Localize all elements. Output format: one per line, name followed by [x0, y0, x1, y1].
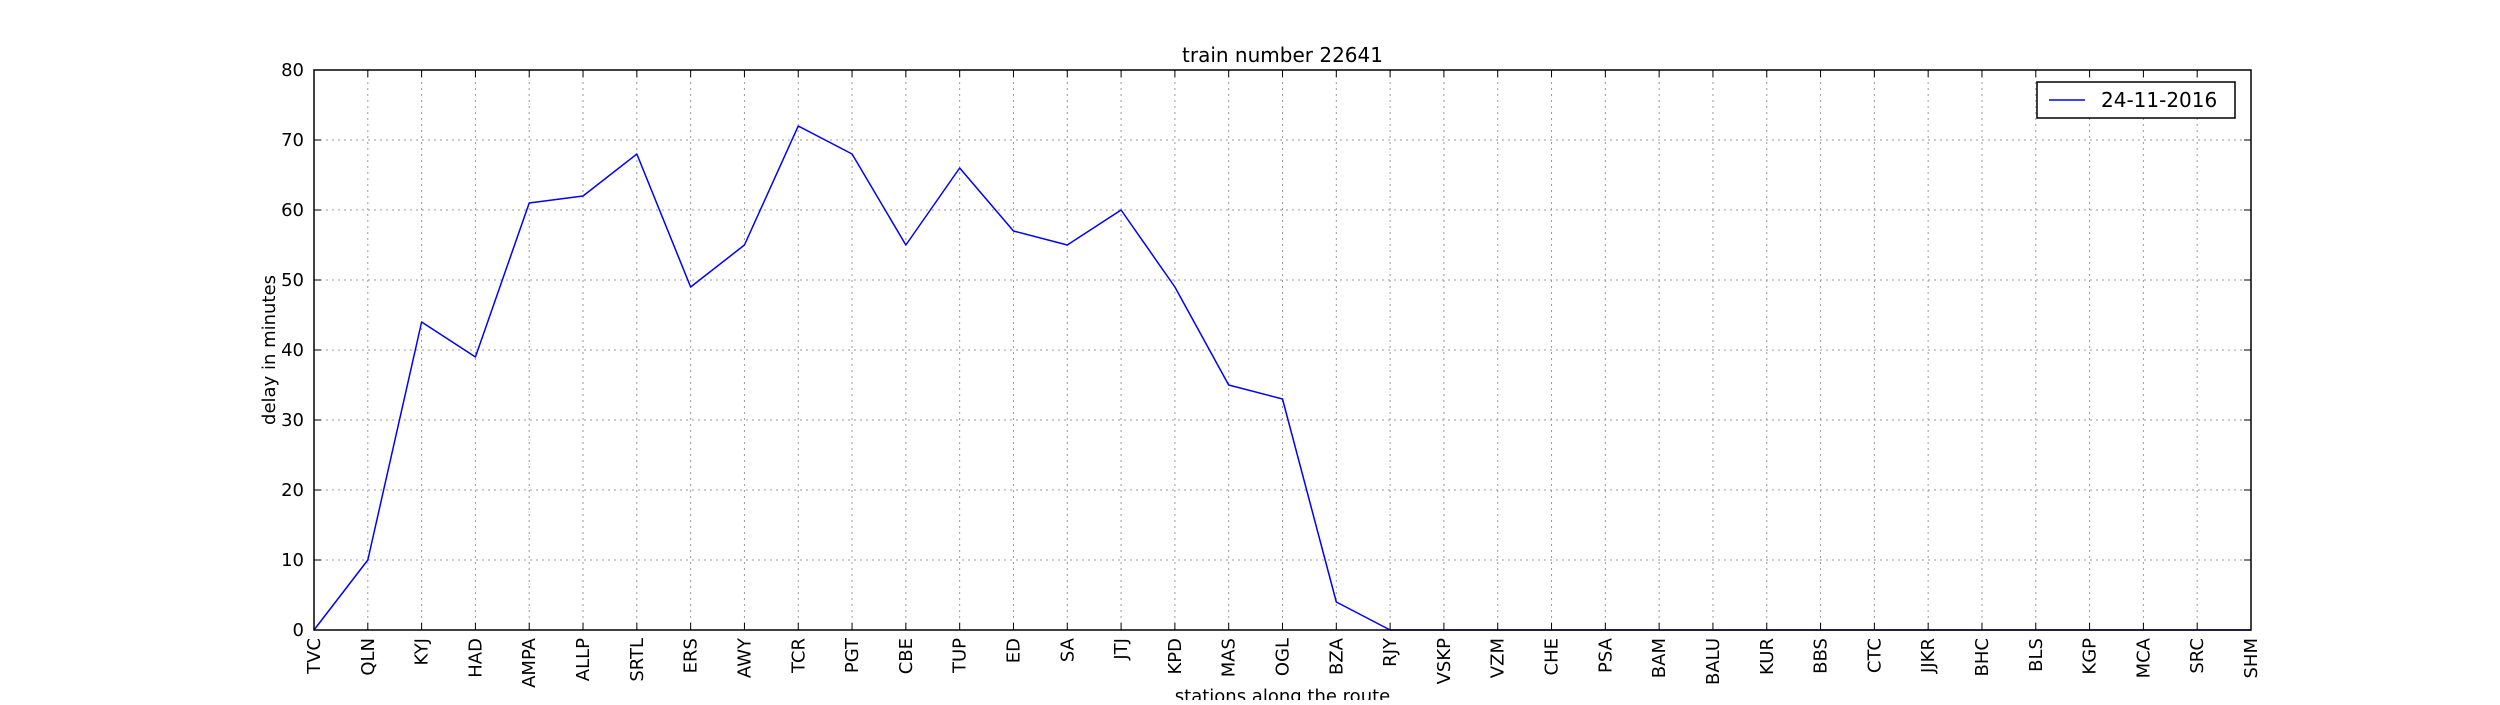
x-tick-label: PSA	[1595, 637, 1616, 673]
y-axis-label: delay in minutes	[259, 275, 280, 425]
x-tick-label: BAM	[1649, 638, 1670, 678]
x-tick-label: TCR	[788, 638, 809, 674]
x-tick-label: SHM	[2241, 638, 2262, 679]
x-tick-label: JTJ	[1111, 638, 1132, 661]
y-tick-label: 40	[281, 340, 304, 361]
x-tick-label: RJY	[1380, 637, 1401, 667]
x-tick-label: SA	[1057, 637, 1078, 662]
x-tick-label: AMPA	[519, 637, 540, 688]
x-tick-label: KYJ	[412, 638, 433, 665]
y-tick-label: 20	[281, 480, 304, 501]
x-tick-label: TVC	[304, 638, 325, 675]
y-tick-label: 30	[281, 410, 304, 431]
x-tick-label: AWY	[734, 637, 755, 678]
x-tick-label: OGL	[1273, 638, 1294, 676]
ticks: TVC QLN KYJ HAD AMPA ALLP SRTL ERS AWY TCR PGT CBE T…	[281, 60, 2262, 688]
x-tick-label: CTC	[1864, 638, 1885, 673]
x-tick-label: BBS	[1811, 638, 1832, 674]
x-tick-label: MAS	[1219, 638, 1240, 677]
x-tick-label: CBE	[896, 638, 917, 674]
x-tick-label: VZM	[1488, 638, 1509, 678]
x-tick-label: QLN	[358, 638, 379, 676]
x-tick-label: CHE	[1542, 638, 1563, 675]
x-axis-label: stations along the route	[1175, 686, 1390, 700]
x-tick-label: PGT	[842, 637, 863, 673]
x-tick-label: MCA	[2133, 637, 2154, 678]
chart-title: train number 22641	[1182, 43, 1383, 67]
x-tick-label: BHC	[1972, 638, 1993, 676]
y-tick-label: 80	[281, 60, 304, 81]
x-tick-label: VSKP	[1434, 638, 1455, 685]
x-tick-label: KUR	[1757, 638, 1778, 675]
x-tick-label: ALLP	[573, 638, 594, 681]
x-tick-label: BZA	[1326, 637, 1347, 675]
x-tick-label: ERS	[681, 638, 702, 673]
x-tick-label: TUP	[950, 638, 971, 674]
x-tick-label: SRTL	[627, 638, 648, 682]
y-tick-label: 50	[281, 270, 304, 291]
x-tick-label: JJKR	[1918, 638, 1939, 674]
x-tick-label: BALU	[1703, 638, 1724, 685]
y-tick-label: 0	[293, 620, 304, 641]
x-tick-label: SRC	[2187, 638, 2208, 674]
y-tick-label: 60	[281, 200, 304, 221]
x-tick-label: ED	[1003, 638, 1024, 663]
x-tick-label: KPD	[1165, 638, 1186, 675]
y-tick-label: 10	[281, 550, 304, 571]
legend-entry: 24-11-2016	[2101, 88, 2217, 112]
x-tick-label: BLS	[2026, 638, 2047, 672]
legend: 24-11-2016	[2036, 81, 2236, 119]
x-tick-label: KGP	[2080, 638, 2101, 675]
x-tick-label: HAD	[465, 638, 486, 678]
grid	[314, 70, 2251, 630]
y-tick-label: 70	[281, 130, 304, 151]
